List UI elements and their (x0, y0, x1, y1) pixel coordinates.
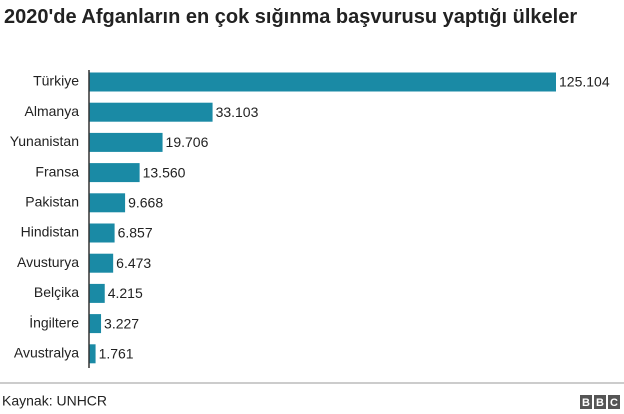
data-label: 13.560 (143, 164, 186, 180)
bar (89, 193, 126, 213)
data-label: 19.706 (166, 134, 209, 150)
bar (89, 223, 115, 243)
data-label: 6.473 (116, 255, 151, 271)
data-label: 125.104 (559, 74, 610, 90)
bar (89, 253, 114, 273)
logo-letter: B (582, 397, 590, 409)
y-tick-label: Almanya (25, 103, 80, 119)
data-label: 33.103 (216, 104, 259, 120)
y-tick-label: Türkiye (33, 73, 79, 89)
data-label: 1.761 (99, 346, 134, 362)
source: Kaynak: UNHCR (2, 393, 107, 409)
logo-letter: C (610, 397, 618, 409)
data-label: 4.215 (108, 285, 143, 301)
y-tick-label: İngiltere (29, 313, 79, 330)
bar (89, 283, 105, 303)
logo-box (594, 395, 606, 409)
logo-letter: B (596, 397, 604, 409)
data-label: 6.857 (118, 225, 153, 241)
chart-title: 2020'de Afganların en çok sığınma başvur… (4, 6, 578, 28)
bar (89, 102, 213, 122)
data-label: 3.227 (104, 315, 139, 331)
bar (89, 314, 102, 334)
bar (89, 72, 556, 92)
y-tick-label: Fransa (35, 163, 79, 179)
y-tick-label: Avustralya (14, 345, 79, 361)
bar (89, 344, 96, 364)
y-tick-label: Hindistan (21, 224, 79, 240)
y-tick-label: Pakistan (25, 194, 79, 210)
y-tick-label: Yunanistan (10, 133, 79, 149)
bar (89, 132, 163, 152)
data-label: 9.668 (128, 195, 163, 211)
y-tick-label: Avusturya (17, 254, 79, 270)
bar (89, 163, 140, 183)
logo-box (580, 395, 592, 409)
y-tick-label: Belçika (34, 284, 79, 300)
logo-box (608, 395, 620, 409)
